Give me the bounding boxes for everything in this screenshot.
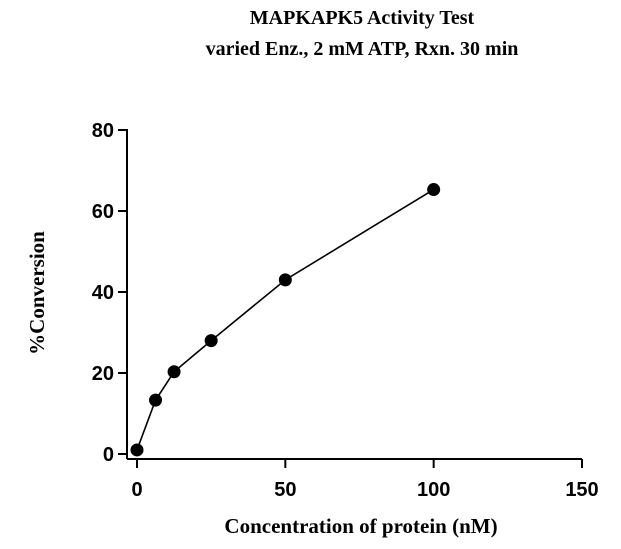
- chart-subtitle: varied Enz., 2 mM ATP, Rxn. 30 min: [206, 38, 519, 60]
- y-tick-label: 40: [92, 282, 114, 304]
- y-axis-label: %Conversion: [25, 231, 49, 355]
- chart-title: MAPKAPK5 Activity Test: [250, 7, 475, 29]
- y-tick-label: 60: [92, 201, 114, 223]
- y-axis: %Conversion: [25, 129, 128, 459]
- x-axis: Concentration of protein (nM): [127, 458, 582, 538]
- x-tick-label: 150: [565, 479, 598, 501]
- x-tick-label: 0: [131, 479, 142, 501]
- series-line: [136, 188, 435, 451]
- y-tick-label: 80: [92, 120, 114, 142]
- y-tick-label: 20: [92, 363, 114, 385]
- data-point: [204, 334, 218, 348]
- y-tick-label: 0: [103, 444, 114, 466]
- data-point: [130, 443, 144, 457]
- data-point: [167, 365, 181, 379]
- plot-area: [130, 183, 441, 457]
- data-point: [427, 183, 441, 197]
- x-tick-label: 100: [417, 479, 450, 501]
- y-ticks: 0 20 40 60 80: [92, 120, 127, 466]
- x-tick-label: 50: [274, 479, 296, 501]
- data-point: [278, 273, 292, 287]
- x-axis-label: Concentration of protein (nM): [224, 514, 497, 538]
- x-ticks: 0 50 100 150: [131, 459, 599, 501]
- data-point: [149, 393, 163, 407]
